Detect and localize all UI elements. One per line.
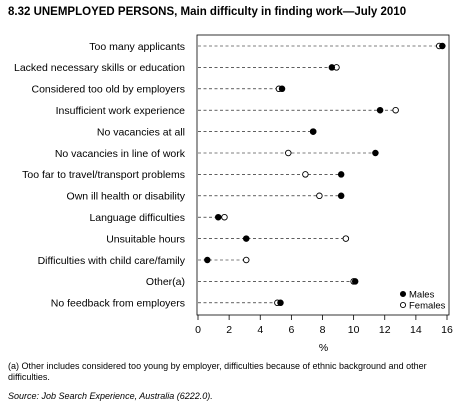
category-label: Too many applicants: [89, 41, 185, 53]
female-point: [342, 235, 350, 242]
male-point: [376, 106, 384, 114]
category-label: Unsuitable hours: [106, 233, 185, 245]
male-point: [309, 128, 317, 135]
category-label: Language difficulties: [89, 212, 185, 224]
male-point: [337, 192, 345, 200]
male-point: [278, 85, 286, 93]
male-point: [439, 42, 446, 50]
footnote: (a) Other includes considered too young …: [8, 361, 427, 382]
category-label: No vacancies in line of work: [55, 148, 186, 160]
chart-title: 8.32 UNEMPLOYED PERSONS, Main difficulty…: [8, 6, 407, 18]
category-label: No feedback from employers: [51, 298, 185, 310]
male-point: [277, 299, 284, 307]
category-label: No vacancies at all: [97, 126, 185, 138]
x-tick-label: 4: [257, 324, 263, 336]
category-label: Too far to travel/transport problems: [22, 169, 185, 181]
male-point: [337, 171, 345, 178]
male-point: [242, 235, 250, 242]
x-tick-label: 2: [226, 324, 232, 336]
female-point: [285, 149, 292, 157]
category-label: Insufficient work experience: [56, 105, 186, 117]
x-tick-label: 8: [320, 324, 326, 336]
female-point: [392, 106, 399, 114]
legend-label: Males: [409, 289, 435, 300]
x-tick-label: 12: [379, 324, 391, 336]
category-label: Lacked necessary skills or education: [14, 62, 185, 74]
x-tick-label: 10: [348, 324, 360, 336]
male-point: [372, 149, 379, 157]
legend-male-marker: [399, 290, 407, 298]
x-tick-label: 14: [410, 324, 422, 336]
male-point: [351, 278, 359, 285]
female-point: [242, 256, 250, 264]
source-note: Source: Job Search Experience, Australia…: [8, 391, 213, 401]
male-point: [204, 256, 211, 264]
category-label: Difficulties with child care/family: [38, 255, 186, 267]
x-tick-label: 0: [195, 324, 201, 336]
category-label: Considered too old by employers: [31, 84, 185, 96]
x-tick-label: 6: [288, 324, 294, 336]
male-point: [328, 64, 336, 71]
male-point: [214, 213, 222, 221]
x-tick-label: 16: [441, 324, 453, 336]
legend-female-marker: [399, 301, 407, 309]
category-label: Other(a): [146, 276, 185, 288]
female-point: [316, 192, 323, 200]
plot-frame: [196, 34, 450, 316]
legend-label: Females: [409, 300, 446, 311]
x-axis-label: %: [319, 342, 328, 354]
female-point: [302, 171, 309, 178]
female-point: [221, 213, 228, 221]
category-label: Own ill health or disability: [67, 191, 186, 203]
